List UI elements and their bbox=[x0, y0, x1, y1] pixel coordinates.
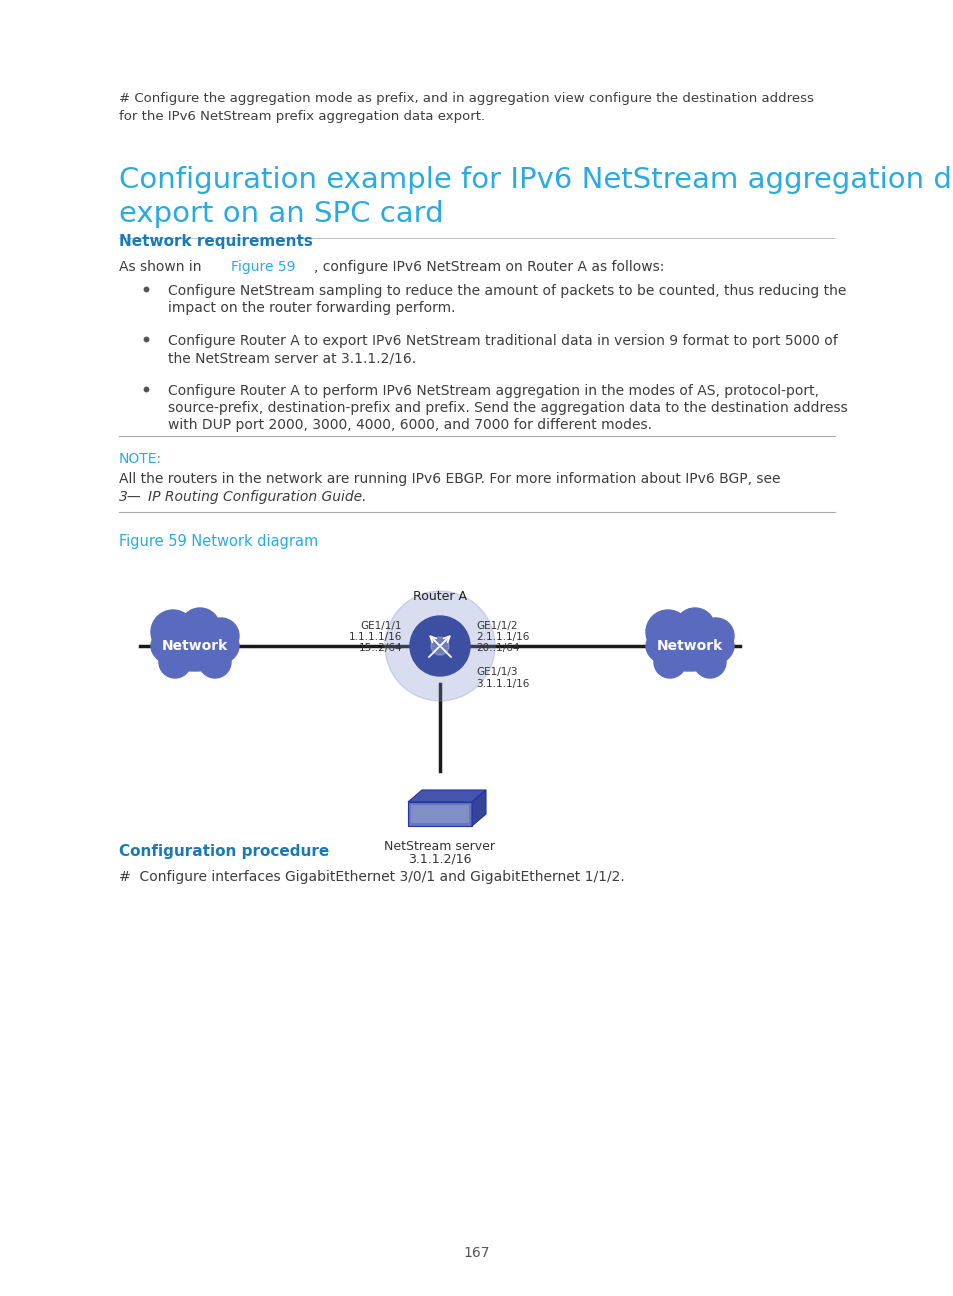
Circle shape bbox=[159, 645, 191, 678]
Text: #  Configure interfaces GigabitEthernet 3/0/1 and GigabitEthernet 1/1/2.: # Configure interfaces GigabitEthernet 3… bbox=[119, 870, 624, 884]
Text: Network: Network bbox=[657, 639, 722, 653]
Text: 15.:2/64: 15.:2/64 bbox=[358, 643, 401, 653]
Text: the NetStream server at 3.1.1.2/16.: the NetStream server at 3.1.1.2/16. bbox=[168, 351, 416, 365]
Text: GE1/1/1: GE1/1/1 bbox=[360, 621, 401, 631]
Circle shape bbox=[199, 645, 231, 678]
Text: AS 100: AS 100 bbox=[421, 621, 457, 631]
Circle shape bbox=[645, 610, 689, 654]
Polygon shape bbox=[408, 791, 485, 802]
Text: NetStream server: NetStream server bbox=[384, 840, 495, 853]
Text: NOTE:: NOTE: bbox=[119, 452, 162, 467]
Text: Configure NetStream sampling to reduce the amount of packets to be counted, thus: Configure NetStream sampling to reduce t… bbox=[168, 284, 845, 298]
Polygon shape bbox=[408, 802, 472, 826]
Text: # Configure the aggregation mode as prefix, and in aggregation view configure th: # Configure the aggregation mode as pref… bbox=[119, 92, 813, 105]
Text: , configure IPv6 NetStream on Router A as follows:: , configure IPv6 NetStream on Router A a… bbox=[314, 260, 664, 273]
Text: Network: Network bbox=[162, 639, 228, 653]
Text: 167: 167 bbox=[463, 1245, 490, 1260]
Text: Configuration procedure: Configuration procedure bbox=[119, 844, 329, 859]
Text: Router A: Router A bbox=[413, 590, 467, 603]
Text: ROUTER: ROUTER bbox=[425, 666, 454, 671]
Circle shape bbox=[675, 608, 714, 648]
Circle shape bbox=[431, 638, 449, 654]
Text: GE1/1/2: GE1/1/2 bbox=[476, 621, 517, 631]
Text: 2.1.1.1/16: 2.1.1.1/16 bbox=[476, 632, 529, 642]
Text: Network requirements: Network requirements bbox=[119, 235, 313, 249]
Text: export on an SPC card: export on an SPC card bbox=[119, 200, 443, 228]
Text: IP Routing Configuration Guide.: IP Routing Configuration Guide. bbox=[149, 490, 367, 504]
Text: Figure 59: Figure 59 bbox=[231, 260, 295, 273]
Text: Configure Router A to export IPv6 NetStream traditional data in version 9 format: Configure Router A to export IPv6 NetStr… bbox=[168, 334, 837, 349]
Circle shape bbox=[654, 645, 685, 678]
Text: 3—: 3— bbox=[119, 490, 142, 504]
Text: Figure 59 Network diagram: Figure 59 Network diagram bbox=[119, 534, 318, 550]
Text: with DUP port 2000, 3000, 4000, 6000, and 7000 for different modes.: with DUP port 2000, 3000, 4000, 6000, an… bbox=[168, 419, 651, 432]
Text: As shown in: As shown in bbox=[119, 260, 206, 273]
Text: Configure Router A to perform IPv6 NetStream aggregation in the modes of AS, pro: Configure Router A to perform IPv6 NetSt… bbox=[168, 384, 818, 398]
Text: 1.1.1.1/16: 1.1.1.1/16 bbox=[348, 632, 401, 642]
Ellipse shape bbox=[151, 621, 239, 671]
Text: impact on the router forwarding perform.: impact on the router forwarding perform. bbox=[168, 301, 455, 315]
Circle shape bbox=[203, 618, 239, 654]
Ellipse shape bbox=[645, 621, 733, 671]
Text: 3.1.1.1/16: 3.1.1.1/16 bbox=[476, 679, 529, 689]
Text: 20.:1/64: 20.:1/64 bbox=[476, 643, 519, 653]
Text: for the IPv6 NetStream prefix aggregation data export.: for the IPv6 NetStream prefix aggregatio… bbox=[119, 110, 485, 123]
FancyBboxPatch shape bbox=[411, 805, 469, 823]
Ellipse shape bbox=[159, 627, 231, 665]
Text: Configuration example for IPv6 NetStream aggregation data: Configuration example for IPv6 NetStream… bbox=[119, 166, 953, 194]
Circle shape bbox=[385, 591, 495, 701]
Text: GE1/1/3: GE1/1/3 bbox=[476, 667, 517, 677]
Circle shape bbox=[693, 645, 725, 678]
Circle shape bbox=[410, 616, 470, 677]
Ellipse shape bbox=[654, 627, 725, 665]
Text: All the routers in the network are running IPv6 EBGP. For more information about: All the routers in the network are runni… bbox=[119, 472, 784, 486]
Text: source-prefix, destination-prefix and prefix. Send the aggregation data to the d: source-prefix, destination-prefix and pr… bbox=[168, 400, 847, 415]
Circle shape bbox=[180, 608, 220, 648]
Polygon shape bbox=[472, 791, 485, 826]
Circle shape bbox=[698, 618, 733, 654]
Circle shape bbox=[151, 610, 194, 654]
Text: 3.1.1.2/16: 3.1.1.2/16 bbox=[408, 853, 471, 866]
